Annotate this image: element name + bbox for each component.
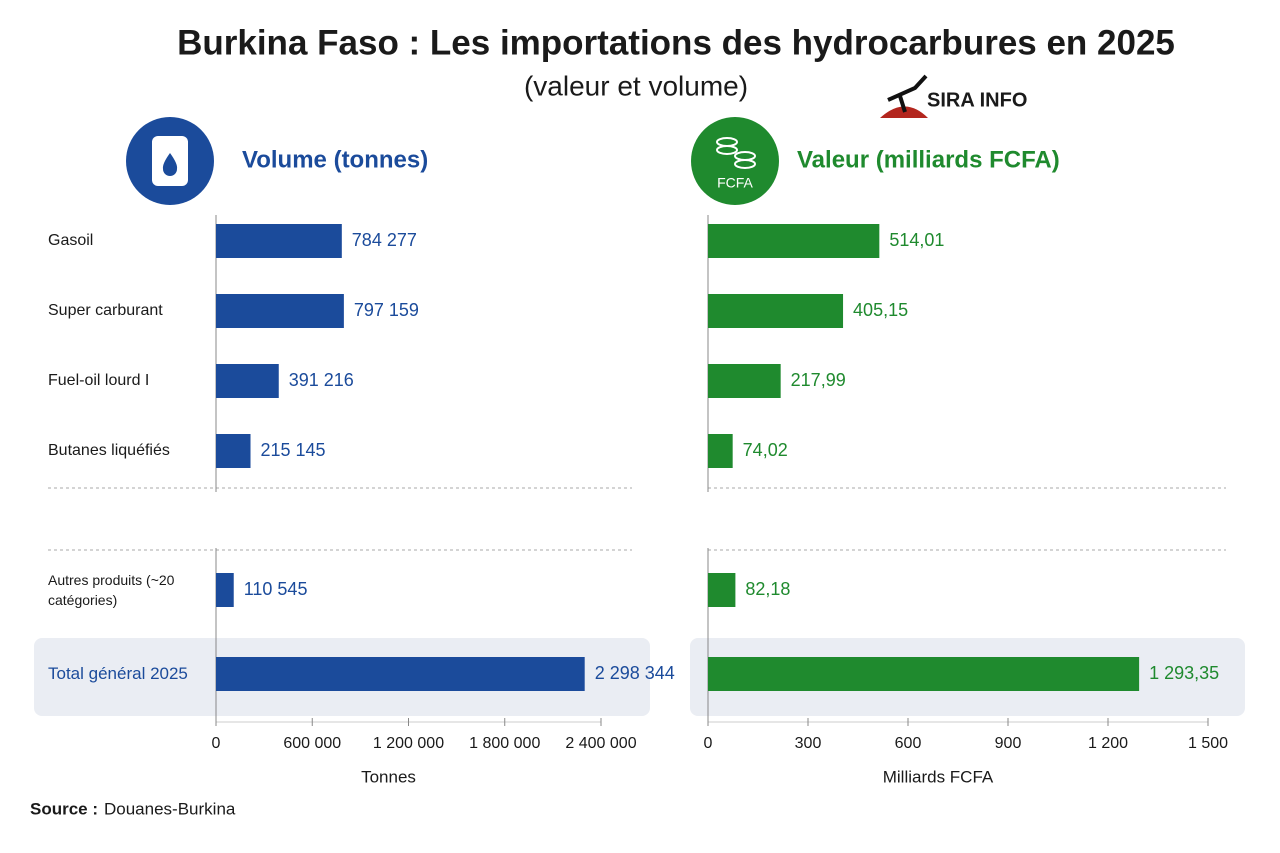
logo-figure bbox=[887, 74, 928, 113]
x-tick-label: 600 bbox=[895, 735, 922, 752]
bar bbox=[216, 364, 279, 398]
category-label: Super carburant bbox=[48, 302, 163, 319]
panel-header: Valeur (milliards FCFA) bbox=[797, 146, 1060, 173]
x-axis-title: Tonnes bbox=[361, 767, 416, 786]
x-tick-label: 2 400 000 bbox=[565, 735, 636, 752]
bar bbox=[708, 573, 736, 607]
category-label: Autres produits (~20 catégories) bbox=[48, 572, 175, 608]
x-tick-label: 900 bbox=[995, 735, 1022, 752]
source-label: Source : bbox=[30, 799, 98, 818]
bar bbox=[708, 294, 844, 328]
logo-text: SIRA INFO bbox=[927, 89, 1027, 111]
bar bbox=[216, 573, 234, 607]
x-tick-label: 1 800 000 bbox=[469, 735, 540, 752]
x-tick-label: 1 500 bbox=[1188, 735, 1228, 752]
value-label: 82,18 bbox=[745, 579, 790, 599]
x-tick-label: 600 000 bbox=[283, 735, 341, 752]
icon-label: FCFA bbox=[717, 175, 753, 191]
bar bbox=[216, 294, 344, 328]
barrel-icon bbox=[126, 117, 214, 205]
x-tick-label: 0 bbox=[212, 735, 221, 752]
bar bbox=[708, 224, 880, 258]
coins-icon bbox=[691, 117, 779, 205]
x-axis-title: Milliards FCFA bbox=[883, 767, 994, 786]
value-label: 2 298 344 bbox=[595, 663, 675, 683]
value-label: 784 277 bbox=[352, 230, 417, 250]
bar bbox=[708, 434, 733, 468]
value-label: 405,15 bbox=[853, 300, 908, 320]
value-label: 110 545 bbox=[244, 579, 308, 599]
value-label: 74,02 bbox=[743, 440, 788, 460]
bar bbox=[216, 434, 251, 468]
bar bbox=[708, 364, 781, 398]
category-label: Butanes liquéfiés bbox=[48, 442, 170, 459]
value-label: 514,01 bbox=[889, 230, 944, 250]
value-label: 391 216 bbox=[289, 370, 354, 390]
value-label: 215 145 bbox=[261, 440, 326, 460]
panel-header: Volume (tonnes) bbox=[242, 146, 428, 173]
value-label: 797 159 bbox=[354, 300, 419, 320]
subtitle: (valeur et volume) bbox=[524, 70, 748, 101]
x-tick-label: 1 200 000 bbox=[373, 735, 444, 752]
value-label: 217,99 bbox=[791, 370, 846, 390]
x-tick-label: 0 bbox=[704, 735, 713, 752]
title: Burkina Faso : Les importations des hydr… bbox=[177, 23, 1175, 62]
bar bbox=[216, 224, 342, 258]
bar bbox=[708, 657, 1140, 691]
bar bbox=[216, 657, 585, 691]
x-tick-label: 300 bbox=[795, 735, 822, 752]
category-label: Gasoil bbox=[48, 232, 94, 249]
source-text: Douanes-Burkina bbox=[104, 799, 236, 818]
x-tick-label: 1 200 bbox=[1088, 735, 1128, 752]
logo: SIRA INFO bbox=[880, 74, 1027, 118]
value-label: 1 293,35 bbox=[1149, 663, 1219, 683]
category-label: Total général 2025 bbox=[48, 664, 188, 683]
category-label: Fuel-oil lourd I bbox=[48, 372, 150, 389]
